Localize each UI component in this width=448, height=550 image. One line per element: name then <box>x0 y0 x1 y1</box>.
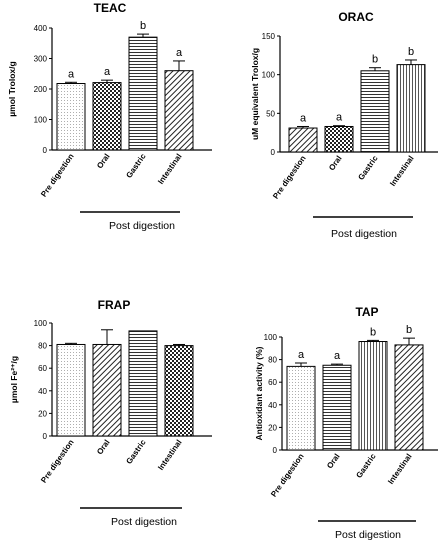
bar-1 <box>286 365 316 451</box>
bar-4 <box>164 345 194 437</box>
bar-1 <box>56 343 86 437</box>
category-label: Oral <box>95 438 112 456</box>
category-label: Oral <box>327 154 344 172</box>
bar-3 <box>128 330 158 437</box>
category-label: Oral <box>325 452 342 470</box>
post-digestion-label: Post digestion <box>109 220 175 232</box>
bar-4 <box>164 70 194 151</box>
y-tick-label: 100 <box>34 116 48 125</box>
bar-2 <box>92 82 122 151</box>
y-axis-label: uM equivalent Trolox/g <box>250 48 260 140</box>
y-tick-label: 0 <box>273 446 278 455</box>
category-label: Intestinal <box>156 152 184 186</box>
chart-panel-teac: TEAC 0 100 200 300 400 µmol Trolox/g a Pre diges… <box>7 1 212 232</box>
post-digestion-label: Post digestion <box>111 516 177 528</box>
y-tick-label: 300 <box>34 55 48 64</box>
bar-1 <box>56 83 86 151</box>
category-label: Pre digestion <box>39 152 76 199</box>
category-label: Gastric <box>124 152 148 180</box>
bar-4 <box>394 344 424 451</box>
significance-letter: a <box>104 66 111 78</box>
bar-4 <box>396 64 426 153</box>
y-tick-label: 20 <box>38 409 47 418</box>
chart-title: TEAC <box>94 1 127 15</box>
y-tick-label: 100 <box>264 333 278 342</box>
y-axis-label: µmol Trolox/g <box>7 61 17 116</box>
y-tick-label: 400 <box>34 24 48 33</box>
significance-letter: a <box>176 47 183 59</box>
y-tick-label: 0 <box>43 146 48 155</box>
significance-letter: a <box>334 350 341 362</box>
y-tick-label: 80 <box>38 342 47 351</box>
bar-1 <box>288 127 318 153</box>
y-tick-label: 60 <box>38 364 47 373</box>
chart-title: FRAP <box>98 298 131 312</box>
category-label: Gastric <box>124 438 148 466</box>
y-tick-label: 40 <box>38 387 47 396</box>
significance-letter: a <box>300 112 307 124</box>
category-label: Pre digestion <box>39 438 76 485</box>
bar-3 <box>128 36 158 151</box>
chart-panel-frap: FRAP 0 20 40 60 80 100 µmol Fe²⁺/g Pre digestion… <box>9 298 212 528</box>
significance-letter: b <box>370 326 376 338</box>
y-tick-label: 50 <box>266 109 275 118</box>
category-label: Pre digestion <box>269 452 306 499</box>
category-label: Intestinal <box>156 438 184 472</box>
y-tick-label: 100 <box>34 319 48 328</box>
y-tick-label: 100 <box>262 71 276 80</box>
significance-letter: b <box>372 54 378 66</box>
category-label: Gastric <box>354 452 378 480</box>
significance-letter: b <box>408 46 414 58</box>
y-tick-label: 150 <box>262 32 276 41</box>
bar-3 <box>360 70 390 153</box>
significance-letter: b <box>406 324 412 336</box>
category-label: Intestinal <box>386 452 414 486</box>
y-tick-label: 60 <box>268 378 277 387</box>
category-label: Oral <box>95 152 112 170</box>
bar-2 <box>322 364 352 451</box>
significance-letter: b <box>140 20 146 32</box>
category-label: Gastric <box>356 154 380 182</box>
y-tick-label: 20 <box>268 423 277 432</box>
post-digestion-label: Post digestion <box>331 228 397 240</box>
y-tick-label: 200 <box>34 85 48 94</box>
y-tick-label: 0 <box>271 148 276 157</box>
chart-title: ORAC <box>338 10 374 24</box>
category-label: Intestinal <box>388 154 416 188</box>
bar-3 <box>358 341 388 451</box>
y-tick-label: 40 <box>268 401 277 410</box>
category-label: Pre digestion <box>271 154 308 201</box>
y-axis-label: Antioxidant activity (%) <box>254 346 264 440</box>
post-digestion-label: Post digestion <box>335 529 401 541</box>
significance-letter: a <box>298 349 305 361</box>
bar-2 <box>92 343 122 437</box>
bar-2 <box>324 125 354 153</box>
y-axis-label: µmol Fe²⁺/g <box>9 356 19 403</box>
significance-letter: a <box>68 68 75 80</box>
y-tick-label: 80 <box>268 356 277 365</box>
significance-letter: a <box>336 112 343 124</box>
y-tick-label: 0 <box>43 432 48 441</box>
chart-title: TAP <box>355 305 378 319</box>
